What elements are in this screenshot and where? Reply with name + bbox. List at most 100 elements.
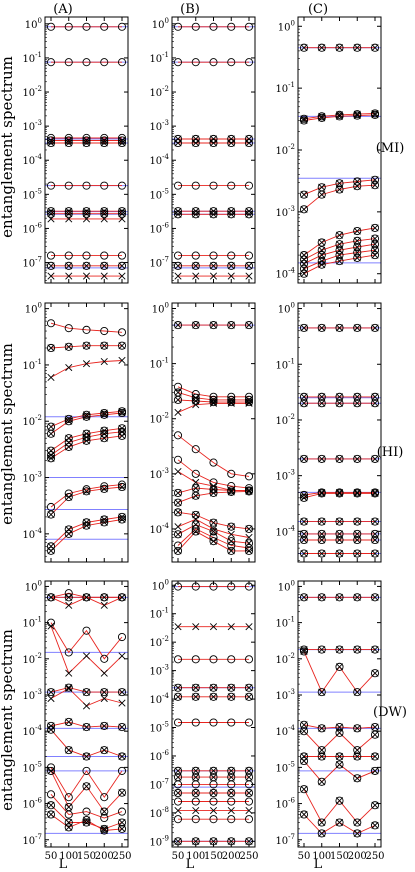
panel-dw-a-point-13-4: [117, 824, 127, 833]
panel-dw-a-ytick-label-0: 100: [25, 579, 42, 593]
panel-mi-b-point-0-3: [227, 22, 236, 31]
panel-mi-c-point-9-2: [335, 257, 344, 266]
panel-hi-b-series-line-1: [177, 386, 249, 398]
panel-mi-c-point-9-3: [353, 253, 362, 262]
panel-dw-b-point-6-3: [227, 766, 236, 775]
panel-dw-a-series-line-9: [50, 767, 123, 799]
panel-mi-b-point-7-2: [209, 251, 218, 260]
panel-hi-c-point-2-3: [353, 399, 362, 408]
panel-mi-a-ytick-label-5: 10-5: [22, 187, 42, 201]
panel-dw-a-point-3-3: [100, 654, 109, 663]
panel-mi-a-point-3-2: [82, 136, 91, 145]
panel-hi-b-point-11-2: [209, 525, 218, 533]
panel-dw-b-point-11-1: [192, 807, 200, 815]
panel-dw-a-series-line-12: [50, 804, 123, 830]
panel-hi-c-ytick-label-1: 10-1: [275, 357, 295, 371]
panel-mi-c-ytick-label-2: 10-2: [275, 143, 295, 157]
panel-dw-c-point-0-0: [299, 593, 309, 602]
panel-dw-a-point-11-3: [100, 813, 109, 823]
panel-dw-b-point-9-4: [244, 788, 254, 798]
panel-dw-b-point-5-1: [191, 718, 200, 727]
panel-hi-c-point-0-4: [370, 323, 380, 332]
panel-dw-c-point-5-3: [353, 752, 362, 761]
panel-hi-a-ytick-label-2: 10-2: [22, 414, 42, 428]
panel-mi-a-point-5-4: [117, 181, 127, 190]
panel-mi-a-point-3-4: [117, 136, 127, 145]
panel-hi-c-point-2-1: [317, 399, 326, 408]
panel-dw-c-series-line-8: [303, 814, 376, 834]
panel-dw-c-point-6-0: [299, 756, 309, 766]
panel-hi-b-point-7-1: [192, 478, 200, 486]
panel-hi-b-point-13-0: [173, 541, 183, 550]
panel-hi-a-plot-area: [45, 319, 128, 555]
panel-hi-c-point-6-3: [353, 517, 362, 526]
panel-dw-c-point-8-4: [370, 821, 380, 830]
panel-hi-c-point-9-1: [317, 549, 326, 558]
panel-dw-c-ytick-label-6: 10-6: [275, 797, 295, 811]
panel-dw-b-point-2-0: [173, 655, 183, 664]
panel-dw-a-series-line-6: [50, 688, 123, 707]
panel-dw-c-point-0-1: [317, 593, 326, 602]
panel-mi-a-point-2-0: [46, 133, 56, 143]
panel-dw-b-point-12-2: [209, 815, 218, 824]
panel-dw-a-point-8-2: [82, 752, 91, 761]
panel-mi-b-point-8-4: [244, 261, 254, 270]
panel-mi-c-point-7-1: [317, 251, 326, 260]
panel-mi-b-point-4-4: [244, 181, 254, 190]
panel-dw-a-point-4-3: [100, 669, 108, 677]
panel-hi-b-point-4-3: [227, 399, 235, 407]
panel-mi-b-point-0-0: [173, 22, 183, 31]
panel-hi-a-point-2-2: [82, 360, 91, 368]
panel-dw-a-point-7-4: [117, 723, 127, 732]
panel-mi-a-point-10-4: [117, 261, 127, 270]
panel-mi-b-point-0-1: [191, 22, 200, 31]
panel-dw-b-point-5-3: [227, 718, 236, 727]
panel-hi-c-point-1-0: [299, 392, 309, 401]
panel-hi-a-point-4-3: [100, 410, 109, 419]
panel-dw-b-point-6-4: [244, 766, 254, 775]
column-label-b: (B): [180, 2, 200, 17]
panel-dw-a-point-13-3: [100, 826, 109, 835]
panel-hi-b-ytick-label-3: 10-3: [149, 467, 169, 481]
panel-hi-c-point-8-1: [317, 535, 326, 545]
panel-dw-b-xtick-label-1: 100: [186, 851, 205, 862]
panel-dw-c-point-4-1: [317, 746, 326, 755]
panel-dw-c-ytick-label-0: 100: [278, 579, 295, 593]
panel-dw-b-ytick-label-6: 10-6: [149, 749, 169, 763]
panel-hi-b-point-3-4: [244, 398, 254, 407]
panel-dw-a-point-1-0: [46, 593, 56, 602]
ylabel-row-dw: entanglement spectrum: [0, 629, 16, 811]
panel-mi-a-point-1-4: [117, 58, 127, 67]
panel-mi-a-point-7-1: [64, 209, 73, 218]
panel-mi-a-point-9-0: [46, 251, 56, 260]
panel-mi-c-series-line-4: [303, 184, 376, 210]
panel-dw-c-point-0-3: [353, 593, 362, 602]
panel-hi-a-point-1-1: [64, 342, 73, 351]
panel-mi-c-frame: [297, 16, 382, 284]
panel-mi-b-point-9-0: [174, 272, 182, 280]
panel-dw-c-point-0-4: [370, 593, 380, 602]
panel-mi-c-point-2-2: [335, 112, 344, 121]
panel-hi-a-series-line-0: [50, 322, 123, 333]
panel-mi-a-point-9-3: [100, 251, 109, 260]
panel-dw-c-point-7-4: [370, 801, 380, 810]
panel-dw-a-point-5-4: [117, 688, 127, 697]
panel-dw-c-point-4-3: [353, 746, 362, 755]
panel-mi-a-point-11-2: [82, 272, 91, 280]
panel-hi-b-series-line-4: [177, 402, 249, 413]
panel-mi-a-point-4-1: [64, 138, 73, 148]
panel-hi-a-ytick-label-4: 10-4: [22, 527, 42, 541]
panel-mi-c-point-5-1: [317, 238, 326, 247]
column-label-a: (A): [53, 2, 73, 17]
panel-hi-a-point-7-3: [100, 434, 109, 443]
panel-dw-c-point-4-4: [370, 730, 380, 739]
panel-dw-a-point-8-4: [117, 752, 127, 761]
panel-mi-a-point-9-4: [117, 251, 127, 260]
panel-dw-a-point-5-1: [64, 683, 73, 692]
panel-mi-a-point-10-3: [100, 261, 109, 270]
panel-dw-b-ytick-label-7: 10-7: [149, 777, 169, 791]
panel-dw-a-xtick-label-3: 200: [95, 851, 114, 862]
panel-dw-a-ytick-label-2: 10-2: [22, 652, 42, 666]
panel-hi-a-series-line-4: [50, 412, 123, 435]
panel-dw-c-point-2-1: [317, 688, 326, 697]
